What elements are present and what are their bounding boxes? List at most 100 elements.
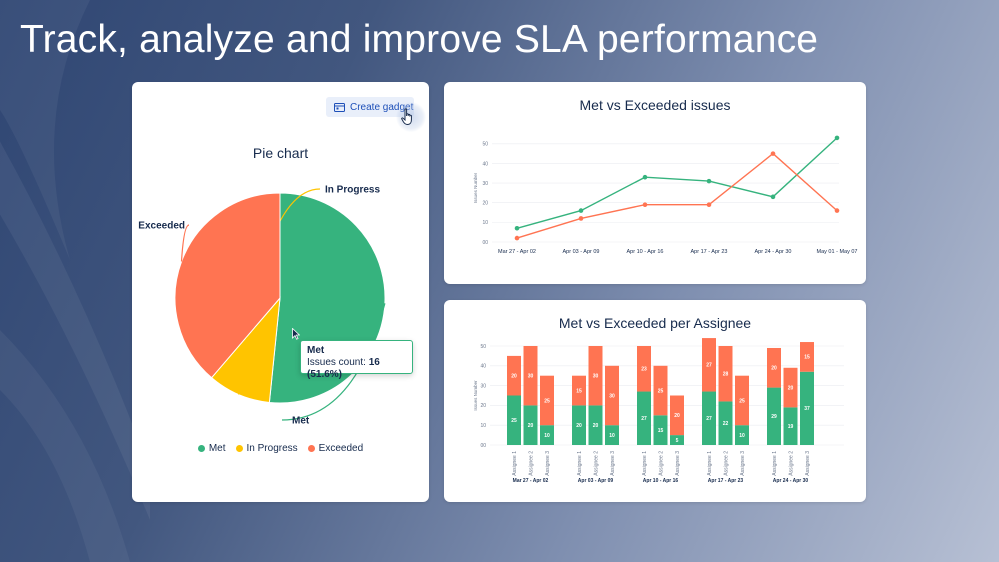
line-ytick: 40 xyxy=(482,161,488,167)
bar-segment-exceeded xyxy=(540,375,554,426)
bar-label-exceeded: 23 xyxy=(641,367,647,373)
bar-label-exceeded: 15 xyxy=(576,388,582,394)
bar-label-met: 27 xyxy=(641,416,647,422)
bar-assignee-label: Assignee 1 xyxy=(772,451,778,476)
bar-segment-met xyxy=(800,371,814,445)
line-point-met xyxy=(770,194,776,200)
bar-ytick: 10 xyxy=(480,423,486,429)
bar-label-met: 37 xyxy=(804,406,810,412)
pie-slice-exceeded xyxy=(174,192,281,379)
bar-segment-exceeded xyxy=(735,375,749,426)
line-ytick: 30 xyxy=(482,181,488,187)
bar-segment-met xyxy=(507,395,521,445)
bar-assignee-label: Assignee 1 xyxy=(642,451,648,476)
bar-assignee-label: Assignee 2 xyxy=(723,451,729,476)
bar-segment-exceeded xyxy=(670,395,684,436)
legend-label-exceeded: Exceeded xyxy=(318,443,364,454)
stacked-bar-chart: 00 10 20 30 40 50 Issues Number 25 20 Assignee 1 2… xyxy=(473,338,844,484)
hand-pointer-icon xyxy=(401,108,412,126)
line-xtick: Apr 10 - Apr 16 xyxy=(627,249,664,255)
bar-group-label: Apr 24 - Apr 30 xyxy=(773,478,809,484)
bar-segment-exceeded xyxy=(800,342,814,372)
bar-label-met: 10 xyxy=(739,433,745,439)
line-series-exceeded xyxy=(516,152,838,239)
bar-label-met: 22 xyxy=(723,421,729,427)
bar-segment-exceeded xyxy=(702,338,716,392)
bar-label-exceeded: 15 xyxy=(804,355,810,361)
line-point-exceeded xyxy=(514,235,520,241)
bar-group-label: Apr 10 - Apr 16 xyxy=(643,478,679,484)
bar-label-exceeded: 20 xyxy=(788,385,794,391)
bar-label-met: 5 xyxy=(676,438,679,444)
bar-ytick: 30 xyxy=(480,383,486,389)
line-chart: 00 10 20 30 40 50 Issues Number Mar 27 - Apr 02… xyxy=(473,135,857,255)
line-point-exceeded xyxy=(770,151,776,156)
bar-label-exceeded: 25 xyxy=(658,388,664,394)
bar-assignee-label: Assignee 3 xyxy=(805,451,811,476)
bar-segment-met xyxy=(588,405,603,445)
pie-legend: Met In Progress Exceeded xyxy=(132,443,429,454)
line-point-exceeded xyxy=(834,208,840,213)
legend-swatch-met xyxy=(197,445,205,452)
line-point-met xyxy=(834,135,840,141)
tooltip-title: Met xyxy=(307,345,325,356)
bar-segment-exceeded xyxy=(653,365,668,416)
line-xtick: Apr 17 - Apr 23 xyxy=(691,249,728,255)
line-series-met xyxy=(516,137,838,229)
line-point-met xyxy=(578,208,584,213)
bar-segment-met xyxy=(653,415,668,445)
bar-segment-met xyxy=(735,425,749,445)
bar-label-met: 20 xyxy=(528,423,534,429)
bar-label-exceeded: 20 xyxy=(771,366,777,372)
legend-item-exceeded[interactable]: Exceeded xyxy=(307,443,364,454)
legend-label-in-progress: In Progress xyxy=(246,443,298,454)
bar-label-met: 10 xyxy=(544,433,550,439)
bar-assignee-label: Assignee 3 xyxy=(610,451,616,476)
bar-ytick: 40 xyxy=(480,364,486,370)
line-point-exceeded xyxy=(706,202,712,207)
bar-segment-met xyxy=(718,401,733,445)
bar-segment-exceeded xyxy=(718,346,733,402)
line-point-met xyxy=(706,178,712,184)
bar-label-exceeded: 30 xyxy=(609,393,615,399)
bar-segment-met xyxy=(605,425,619,445)
bar-label-exceeded: 25 xyxy=(739,398,745,404)
bar-group-label: Apr 17 - Apr 23 xyxy=(708,478,744,484)
tooltip-label: Issues count: xyxy=(307,357,366,368)
bar-label-met: 19 xyxy=(788,424,794,430)
bar-segment-met xyxy=(767,387,781,445)
headline: Track, analyze and improve SLA performan… xyxy=(20,18,819,61)
bar-assignee-label: Assignee 3 xyxy=(545,451,551,476)
line-ytick: 50 xyxy=(482,142,488,148)
pie-label-in-progress: In Progress xyxy=(325,185,380,196)
line-ytick: 20 xyxy=(482,201,488,207)
bar-segment-exceeded xyxy=(588,346,603,406)
bar-segment-exceeded xyxy=(605,365,619,426)
legend-swatch-in-progress xyxy=(235,445,243,452)
line-ytick: 10 xyxy=(482,220,488,226)
line-point-met xyxy=(642,174,648,180)
bar-chart-title: Met vs Exceeded per Assignee xyxy=(558,315,752,331)
legend-item-in-progress[interactable]: In Progress xyxy=(235,443,298,454)
bar-label-exceeded: 25 xyxy=(544,398,550,404)
bar-chart-card: Met vs Exceeded per Assignee 00 10 20 30 40 5… xyxy=(444,300,866,502)
pie-chart-title: Pie chart xyxy=(252,145,309,161)
pie-tooltip: Met Issues count: 16 (51.6%) xyxy=(300,340,413,380)
bar-label-met: 10 xyxy=(609,433,615,439)
bar-label-exceeded: 30 xyxy=(593,374,599,380)
line-point-exceeded xyxy=(642,202,648,207)
legend-item-met[interactable]: Met xyxy=(197,443,226,454)
arrow-cursor-icon xyxy=(292,328,300,340)
create-gadget-button[interactable]: Create gadget xyxy=(326,97,414,117)
bar-y-axis-title: Issues Number xyxy=(473,380,478,411)
bar-label-exceeded: 30 xyxy=(528,374,534,380)
bar-segment-exceeded xyxy=(507,355,521,396)
bar-label-met: 25 xyxy=(511,418,517,424)
bar-segment-met xyxy=(783,407,798,445)
bar-ytick: 00 xyxy=(480,443,486,449)
bar-assignee-label: Assignee 2 xyxy=(528,451,534,476)
bar-segment-exceeded xyxy=(783,367,798,408)
bar-segment-met xyxy=(540,425,554,445)
bar-label-exceeded: 20 xyxy=(511,374,517,380)
bar-ytick: 20 xyxy=(480,403,486,409)
